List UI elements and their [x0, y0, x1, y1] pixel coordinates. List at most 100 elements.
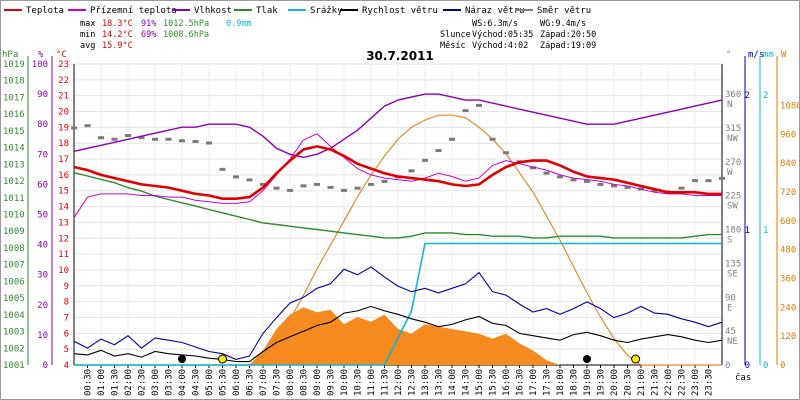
- time-tick: 02:00: [124, 369, 134, 396]
- mm-tick: 0: [763, 361, 768, 371]
- c-tick: 21: [58, 92, 69, 102]
- legend-label-1: Teplota: [26, 6, 64, 16]
- time-tick: 09:30: [327, 369, 337, 396]
- legend-label-7: Náraz větru: [465, 6, 525, 16]
- dir-tick: SE: [727, 269, 738, 279]
- hpa-tick: 1003: [3, 328, 25, 338]
- wind-direction-mark: [543, 171, 550, 175]
- c-tick: 20: [58, 108, 69, 118]
- series-wind-speed: [73, 305, 723, 363]
- astro-block: WS:6.3m/s WG:9.4m/s Slunce Východ:05:35 …: [440, 19, 596, 51]
- time-tick: 15:30: [489, 369, 499, 396]
- time-tick: 16:30: [516, 369, 526, 396]
- wind-direction-mark: [584, 179, 590, 183]
- legend-label-4: Tlak: [256, 6, 278, 16]
- stat-min-press: 1008.6hPa: [163, 30, 209, 40]
- wind-direction-mark: [624, 185, 631, 189]
- c-tick: 8: [64, 298, 69, 308]
- deg-tick: 90: [725, 293, 736, 303]
- wind-direction-mark: [611, 184, 617, 188]
- wind-direction-mark: [111, 137, 118, 141]
- axis-ticks: 1019101810171016101510141013101210111010…: [3, 56, 800, 396]
- series-rain: [74, 242, 722, 366]
- mm-tick: 2: [763, 91, 768, 101]
- stat-max-hum: 91%: [141, 19, 156, 29]
- unit-pct: %: [38, 50, 44, 60]
- sun-rise-icon: [218, 354, 227, 364]
- legend-label-8: Směr větru: [537, 6, 591, 16]
- hpa-tick: 1007: [3, 261, 25, 271]
- wind-direction-mark: [219, 167, 226, 171]
- dir-tick: N: [727, 100, 732, 110]
- time-tick: 18:30: [570, 369, 580, 396]
- time-tick: 22:00: [664, 369, 674, 396]
- time-tick: 16:00: [502, 369, 512, 396]
- legend-label-2: Přízemní teplota: [90, 6, 177, 16]
- unit-deg: °: [726, 50, 731, 60]
- dir-tick: W: [727, 168, 733, 178]
- series-solar-radiation: [74, 307, 722, 365]
- stat-max-label: max: [80, 19, 95, 29]
- pct-tick: 30: [37, 271, 48, 281]
- time-tick: 10:00: [340, 369, 350, 396]
- time-tick: 02:30: [138, 369, 148, 396]
- pct-tick: 100: [32, 60, 48, 70]
- sun-rise: Východ:05:35: [472, 30, 533, 40]
- wind-direction-mark: [179, 139, 185, 143]
- hpa-tick: 1008: [3, 244, 25, 254]
- moon-set-icon: [583, 355, 591, 363]
- time-tick: 12:00: [394, 369, 404, 396]
- deg-tick: 135: [725, 259, 741, 269]
- hpa-tick: 1016: [3, 110, 25, 120]
- c-tick: 12: [58, 234, 69, 244]
- c-tick: 11: [58, 250, 69, 260]
- hpa-tick: 1018: [3, 77, 25, 87]
- deg-tick: 0: [725, 361, 730, 371]
- c-tick: 14: [58, 203, 69, 213]
- moon-rise-icon: [178, 355, 186, 363]
- time-tick: 06:00: [232, 369, 242, 396]
- time-tick: 05:30: [219, 369, 229, 396]
- wind-direction-mark: [435, 149, 442, 153]
- hpa-tick: 1019: [3, 60, 25, 70]
- time-tick: 17:00: [529, 369, 539, 396]
- c-tick: 10: [58, 266, 69, 276]
- time-tick: 14:00: [448, 369, 458, 396]
- wind-direction-mark: [503, 151, 509, 155]
- wind-direction-mark: [84, 124, 91, 128]
- legend: Teplota Přízemní teplota Vlhkost Tlak Srážky…: [4, 6, 591, 16]
- c-tick: 4: [64, 361, 69, 371]
- plot-area: [71, 93, 725, 366]
- astro-markers: [178, 354, 641, 364]
- ms-tick: 2: [745, 91, 750, 101]
- wind-direction-mark: [206, 141, 212, 145]
- w-tick: 0: [780, 361, 785, 371]
- c-tick: 18: [58, 139, 69, 149]
- c-tick: 15: [58, 187, 69, 197]
- pct-tick: 60: [37, 180, 48, 190]
- time-tick: 07:00: [259, 369, 269, 396]
- wind-direction-mark: [530, 166, 536, 170]
- unit-c: °C: [56, 50, 67, 60]
- time-tick: 21:30: [651, 369, 661, 396]
- w-tick: 480: [780, 246, 796, 256]
- sun-set: Západ:20:50: [540, 30, 596, 40]
- dir-tick: NW: [727, 134, 738, 144]
- hpa-tick: 1011: [3, 194, 25, 204]
- hpa-tick: 1002: [3, 344, 25, 354]
- pct-tick: 10: [37, 331, 48, 341]
- wind-direction-mark: [719, 176, 725, 180]
- time-tick: 05:00: [205, 369, 215, 396]
- moon-set: Západ:19:09: [540, 41, 596, 51]
- stat-min-temp: 14.2°C: [102, 30, 133, 40]
- time-tick: 21:00: [637, 369, 647, 396]
- c-tick: 5: [64, 345, 69, 355]
- hpa-tick: 1001: [3, 361, 25, 371]
- unit-w: W: [781, 50, 787, 60]
- hpa-tick: 1017: [3, 93, 25, 103]
- moon-rise: Východ:4:02: [472, 41, 528, 51]
- c-tick: 13: [58, 218, 69, 228]
- wind-direction-mark: [354, 186, 361, 190]
- time-tick: 18:00: [556, 369, 566, 396]
